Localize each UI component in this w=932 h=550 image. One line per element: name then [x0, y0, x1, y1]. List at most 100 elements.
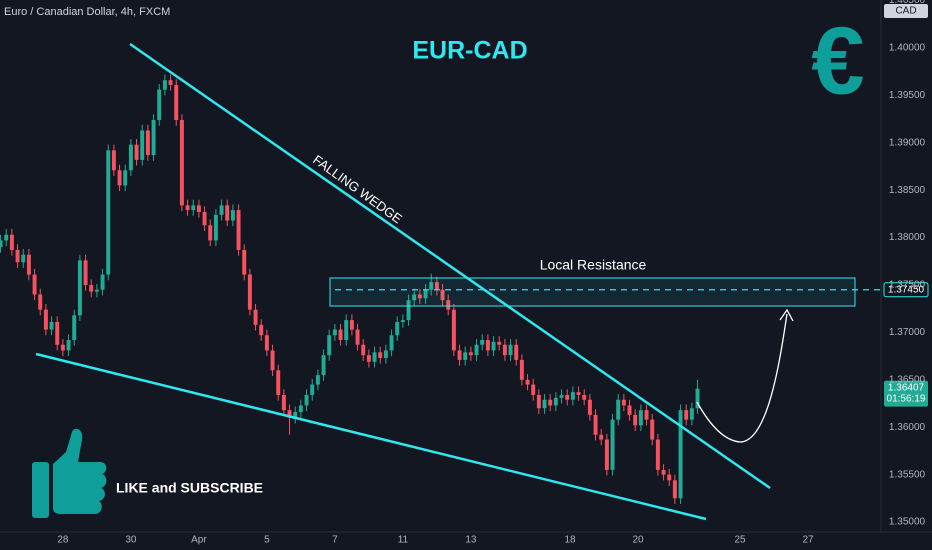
candle-body	[582, 394, 587, 400]
candle-body	[15, 249, 20, 263]
candle-body	[179, 120, 184, 206]
candle-body	[463, 352, 468, 360]
candle-body	[383, 350, 388, 359]
x-tick-label: 11	[398, 535, 409, 546]
candle-body	[502, 344, 507, 356]
candle-body	[21, 254, 26, 263]
candle-body	[168, 80, 173, 85]
x-tick-label: 7	[332, 535, 338, 546]
candle-body	[655, 439, 660, 470]
candle-body	[678, 410, 683, 499]
candle-body	[474, 344, 479, 356]
candle-body	[208, 225, 213, 241]
candle-body	[429, 282, 434, 290]
candle-body	[423, 289, 428, 299]
candle-body	[315, 375, 320, 385]
candle-body	[287, 410, 292, 418]
y-tick-label: 1.39500	[889, 90, 926, 101]
candle-body	[457, 350, 462, 360]
currency-icon: €	[811, 7, 864, 114]
candle-body	[361, 344, 366, 356]
y-tick-label: 1.35500	[889, 469, 926, 480]
candle-body	[491, 341, 496, 351]
candle-body	[593, 414, 598, 435]
last-price-box	[884, 380, 928, 407]
x-tick-label: 28	[57, 535, 69, 546]
candle-body	[661, 469, 666, 475]
candle-body	[451, 309, 456, 351]
candle-body	[276, 370, 281, 395]
candle-body	[230, 210, 235, 221]
candle-body	[66, 339, 71, 351]
candle-body	[174, 84, 179, 121]
candle-body	[225, 205, 230, 221]
y-tick-label: 1.36500	[889, 374, 926, 385]
candle-body	[49, 321, 54, 330]
arrow-head	[779, 308, 794, 322]
candle-body	[485, 339, 490, 351]
candle-body	[281, 394, 286, 411]
chart-title: EUR-CAD	[412, 37, 527, 65]
plot	[0, 74, 880, 505]
candle-body	[616, 399, 621, 420]
candle-body	[4, 234, 9, 241]
candle-body	[536, 394, 541, 409]
candle-body	[548, 399, 553, 406]
candle-body	[236, 210, 241, 250]
candle-body	[480, 339, 485, 345]
candle-body	[151, 120, 156, 156]
candle-body	[542, 399, 547, 409]
candle-body	[293, 412, 298, 418]
candle-body	[565, 394, 570, 400]
y-tick-label: 1.35000	[889, 517, 926, 528]
candle-body	[372, 352, 377, 362]
candle-body	[587, 399, 592, 415]
candle-body	[627, 405, 632, 415]
candle-body	[202, 212, 207, 226]
candle-body	[123, 170, 128, 186]
candle-body	[621, 399, 626, 406]
x-tick-label: 20	[632, 535, 644, 546]
thumbs-up-icon	[32, 428, 107, 518]
candle-body	[298, 405, 303, 413]
candle-body	[94, 289, 99, 292]
candle-body	[531, 384, 536, 395]
candle-body	[389, 335, 394, 351]
candle-body	[117, 170, 122, 186]
candle-body	[695, 388, 700, 409]
candle-body	[55, 321, 60, 345]
candle-body	[43, 309, 48, 330]
wedge-upper-line	[129, 42, 771, 490]
candle-body	[128, 144, 133, 171]
candle-body	[519, 359, 524, 380]
y-tick-label: 1.39000	[889, 137, 926, 148]
thumb-hand	[53, 428, 107, 514]
candle-body	[327, 335, 332, 356]
candle-body	[514, 344, 519, 360]
candle-body	[270, 350, 275, 371]
candle-body	[508, 344, 513, 356]
candle-body	[321, 355, 326, 376]
candle-body	[213, 214, 218, 241]
candle-body	[0, 240, 3, 248]
candle-body	[355, 329, 360, 345]
candle-body	[338, 329, 343, 340]
x-tick-label: 27	[802, 535, 814, 546]
candle-body	[310, 384, 315, 395]
candle-body	[633, 414, 638, 426]
candle-body	[689, 408, 694, 420]
candle-body	[406, 300, 411, 321]
candle-body	[366, 355, 371, 362]
y-tick-label: 1.36000	[889, 422, 926, 433]
candle-body	[344, 320, 349, 340]
candle-body	[32, 274, 37, 295]
candle-body	[60, 344, 65, 351]
candle-body	[162, 80, 167, 90]
candle-body	[196, 205, 201, 212]
candle-body	[434, 282, 439, 290]
candle-body	[191, 205, 196, 211]
x-tick-label: 5	[264, 535, 270, 546]
resistance-zone	[329, 277, 856, 307]
candle-body	[9, 234, 14, 250]
